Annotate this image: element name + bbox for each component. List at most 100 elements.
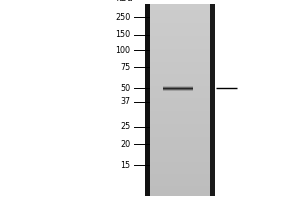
Bar [150,28,210,30]
Bar [150,190,210,191]
Bar [150,186,210,188]
Bar [150,63,210,65]
Text: 100: 100 [116,46,130,55]
Bar [150,106,210,108]
Bar [150,22,210,23]
Bar [150,87,210,89]
Text: 75: 75 [120,63,130,72]
Text: 150: 150 [116,30,130,39]
Bar [150,12,210,14]
Bar [150,26,210,28]
Bar [150,121,210,122]
Text: 50: 50 [120,84,130,93]
Bar [150,74,210,76]
Bar [150,71,210,73]
Bar [150,30,210,31]
Bar [150,113,210,114]
Bar [150,108,210,110]
Bar [150,153,210,154]
Bar [150,79,210,81]
Bar [150,98,210,100]
Bar [150,41,210,42]
Bar [150,118,210,119]
Bar [150,86,210,87]
Bar [150,39,210,41]
Bar [150,103,210,105]
Bar [150,145,210,146]
Bar [150,23,210,25]
Bar [150,60,210,62]
Bar [150,33,210,34]
Bar [150,174,210,175]
Bar [150,90,210,92]
Bar [150,76,210,78]
Bar [150,178,210,180]
Bar [150,182,210,183]
Bar [150,66,210,68]
Bar [150,52,210,54]
Bar [150,110,210,111]
Bar [150,183,210,185]
Bar [150,167,210,169]
Bar [150,9,210,10]
Bar [150,158,210,159]
Text: 20: 20 [120,140,130,149]
Bar [150,130,210,132]
Bar [150,73,210,74]
Bar [150,62,210,63]
Bar [150,6,210,7]
Bar [150,138,210,140]
Bar [150,105,210,106]
Bar [150,94,210,95]
Bar [150,84,210,86]
Bar [150,114,210,116]
Bar [150,44,210,46]
Bar [150,159,210,161]
Bar [150,47,210,49]
Bar [150,7,210,9]
Bar [150,58,210,60]
Bar [150,177,210,178]
Bar [150,81,210,82]
Bar [150,143,210,145]
Bar [150,135,210,137]
Bar [150,42,210,44]
Bar [150,140,210,142]
Bar [150,127,210,129]
Bar [150,46,210,47]
Bar [150,148,210,150]
Bar [150,156,210,158]
Bar [150,70,210,71]
Bar [150,102,210,103]
Bar [150,82,210,84]
Bar [150,180,210,182]
Bar [150,65,210,66]
Bar [150,10,210,12]
Bar [150,193,210,194]
Bar [150,36,210,38]
Bar [150,169,210,170]
Bar [150,18,210,20]
Bar [150,97,210,98]
Bar [150,134,210,135]
Bar [150,95,210,97]
Bar [150,164,210,166]
Bar [150,68,210,70]
Bar [150,129,210,130]
Bar [150,54,210,55]
Bar [150,38,210,39]
Bar [150,166,210,167]
Bar [150,78,210,79]
Bar [150,50,210,52]
Bar [150,49,210,50]
Bar [150,137,210,138]
Bar [150,17,210,18]
Bar [150,150,210,151]
Bar [150,89,210,90]
Bar [150,92,210,94]
Bar [150,31,210,33]
Bar [150,162,210,164]
Bar [150,124,210,126]
Bar [150,151,210,153]
Bar [150,172,210,174]
